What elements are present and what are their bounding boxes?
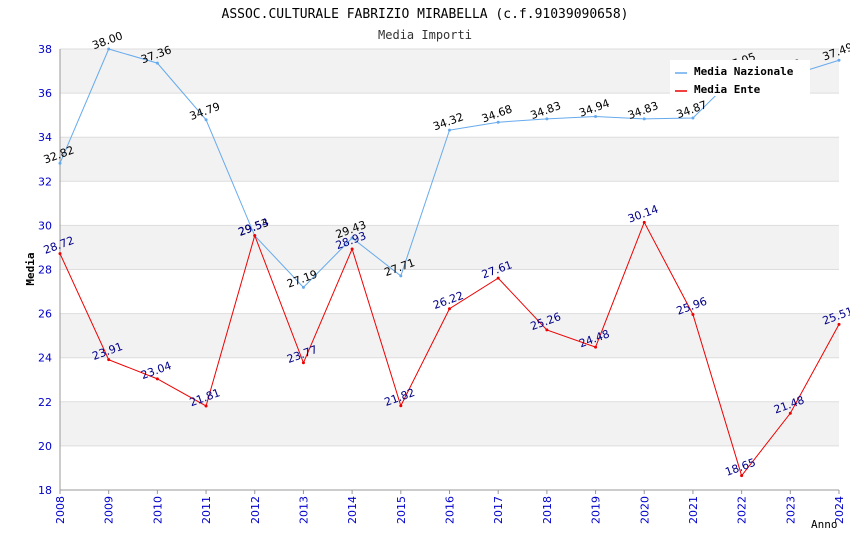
background-bands [60, 49, 839, 446]
x-tick-labels: 2008 2009 2010 2011 2012 2013 2014 2015 2016 2017… [54, 496, 846, 524]
x-tick-label: 2009 [103, 496, 116, 524]
x-tick-label: 2019 [590, 496, 603, 524]
x-tick-label: 2011 [200, 496, 213, 524]
data-point [350, 236, 354, 240]
data-point [301, 361, 305, 365]
band-32 [60, 137, 839, 182]
x-tick-label: 2016 [444, 496, 457, 524]
data-point [691, 116, 695, 120]
y-tick-label: 34 [38, 131, 52, 144]
x-tick-label: 2014 [346, 496, 359, 524]
data-point [253, 234, 257, 238]
chart-title: ASSOC.CULTURALE FABRIZIO MIRABELLA (c.f.… [222, 7, 629, 22]
x-tick-label: 2012 [249, 496, 262, 524]
data-point [496, 120, 500, 124]
y-tick-label: 36 [38, 87, 52, 100]
x-tick-label: 2008 [54, 496, 67, 524]
legend: Media Nazionale Media Ente [670, 60, 810, 96]
chart-subtitle: Media Importi [378, 28, 472, 42]
data-point [448, 128, 451, 132]
data-point [399, 274, 403, 278]
data-point [448, 307, 451, 311]
data-point [155, 377, 159, 381]
axes [59, 49, 840, 494]
y-tick-label: 22 [38, 396, 52, 409]
y-tick-label: 28 [38, 264, 52, 277]
data-point [642, 117, 646, 121]
data-point [58, 161, 62, 165]
data-point [204, 118, 208, 122]
y-tick-labels: 18 20 22 24 26 28 30 32 34 36 38 [38, 43, 52, 497]
data-point [155, 61, 159, 65]
legend-box [670, 60, 810, 96]
data-point [58, 252, 62, 256]
x-tick-label: 2015 [395, 496, 408, 524]
data-point [740, 474, 744, 478]
data-point [594, 114, 598, 118]
y-tick-label: 32 [38, 175, 52, 188]
data-point [642, 220, 646, 224]
y-tick-label: 38 [38, 43, 52, 56]
y-tick-label: 24 [38, 352, 52, 365]
data-point [301, 285, 305, 289]
x-tick-label: 2024 [833, 496, 846, 524]
y-tick-label: 18 [38, 484, 52, 497]
x-tick-label: 2018 [541, 496, 554, 524]
data-point [204, 404, 208, 408]
data-point [496, 276, 500, 280]
x-tick-label: 2010 [151, 496, 164, 524]
data-point [545, 328, 549, 332]
y-axis-label: Media [24, 252, 37, 285]
data-point [107, 47, 111, 51]
y-tick-label: 20 [38, 440, 52, 453]
legend-label-nazionale: Media Nazionale [694, 65, 794, 78]
legend-label-ente: Media Ente [694, 83, 761, 96]
data-point [107, 358, 111, 362]
data-point [788, 411, 792, 415]
data-point [594, 345, 598, 349]
data-point [399, 404, 403, 408]
band-20 [60, 401, 839, 446]
x-tick-label: 2022 [736, 496, 749, 524]
band-28 [60, 225, 839, 270]
x-axis-label: Anno [811, 518, 838, 531]
x-tick-label: 2013 [297, 496, 310, 524]
y-tick-label: 30 [38, 219, 52, 232]
data-point [545, 117, 549, 121]
x-tick-label: 2020 [638, 496, 651, 524]
data-point [837, 58, 841, 62]
y-tick-label: 26 [38, 308, 52, 321]
data-point [350, 247, 354, 251]
data-point [691, 312, 695, 316]
x-tick-label: 2021 [687, 496, 700, 524]
band-24 [60, 313, 839, 358]
x-tick-label: 2017 [492, 496, 505, 524]
x-tick-label: 2023 [784, 496, 797, 524]
data-point [837, 322, 841, 326]
